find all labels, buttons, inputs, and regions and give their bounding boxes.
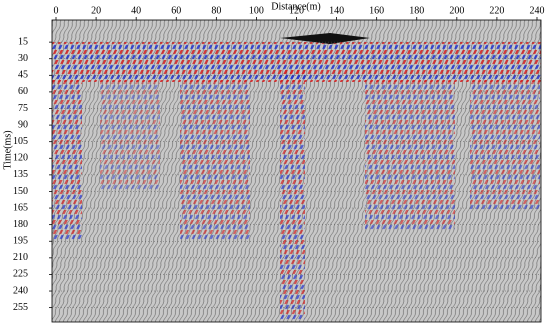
y-tick-label: 150 (13, 186, 28, 197)
y-tick-label: 90 (18, 119, 28, 130)
y-tick-label: 180 (13, 219, 28, 230)
y-tick-label: 105 (13, 136, 28, 147)
x-tick-label: 60 (171, 5, 181, 16)
x-tick-label: 140 (329, 5, 344, 16)
y-tick-label: 255 (13, 302, 28, 313)
y-tick-label: 195 (13, 236, 28, 247)
y-tick-label: 165 (13, 202, 28, 213)
y-tick-label: 225 (13, 269, 28, 280)
x-tick-label: 180 (409, 5, 424, 16)
x-tick-label: 120 (289, 5, 304, 16)
y-tick-label: 30 (18, 53, 28, 64)
x-tick-label: 100 (249, 5, 264, 16)
y-tick-label: 75 (18, 103, 28, 114)
x-axis-title: Distance(m) (271, 1, 320, 12)
x-tick-label: 40 (131, 5, 141, 16)
y-axis-title: Time(ms) (2, 130, 13, 169)
x-tick-label: 20 (91, 5, 101, 16)
x-tick-label: 240 (529, 5, 544, 16)
x-tick-label: 220 (489, 5, 504, 16)
seismic-image (52, 20, 541, 322)
y-tick-label: 45 (18, 70, 28, 81)
y-tick-label: 135 (13, 169, 28, 180)
x-tick-label: 200 (449, 5, 464, 16)
y-tick-label: 15 (18, 36, 28, 47)
x-tick-label: 0 (54, 5, 59, 16)
y-tick-label: 120 (13, 153, 28, 164)
y-tick-label: 60 (18, 86, 28, 97)
y-tick-label: 210 (13, 252, 28, 263)
x-tick-label: 80 (211, 5, 221, 16)
y-tick-label: 240 (13, 285, 28, 296)
x-tick-label: 160 (369, 5, 384, 16)
